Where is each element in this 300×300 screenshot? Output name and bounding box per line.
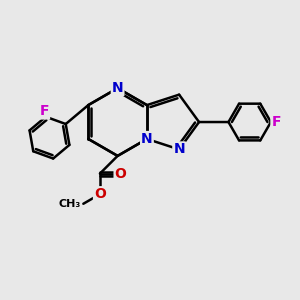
Text: O: O bbox=[94, 187, 106, 201]
Text: O: O bbox=[115, 167, 127, 181]
Text: N: N bbox=[112, 81, 123, 95]
Text: F: F bbox=[272, 115, 281, 129]
Text: F: F bbox=[40, 104, 49, 118]
Text: N: N bbox=[141, 132, 153, 146]
Text: N: N bbox=[173, 142, 185, 156]
Text: CH₃: CH₃ bbox=[58, 199, 80, 209]
